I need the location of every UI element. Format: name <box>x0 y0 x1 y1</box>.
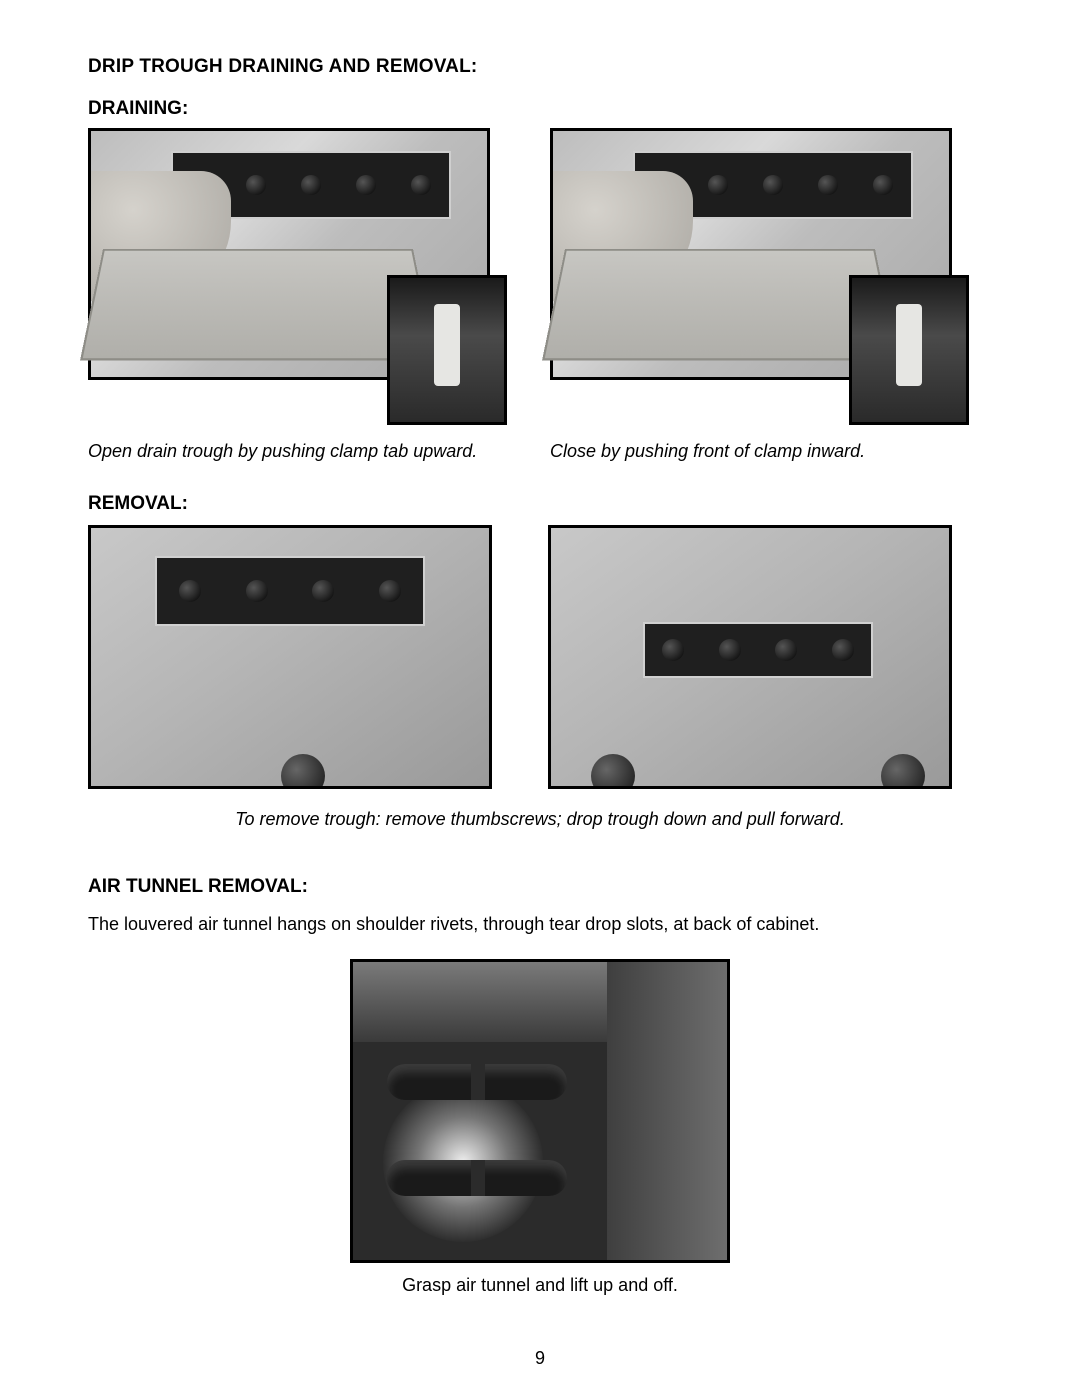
draining-caption-row: Open drain trough by pushing clamp tab u… <box>88 440 992 463</box>
figure-drain-close <box>550 128 952 380</box>
heading-air-tunnel: AIR TUNNEL REMOVAL: <box>88 876 992 898</box>
control-panel-graphic <box>643 622 873 678</box>
air-tunnel-figure-wrap <box>88 959 992 1263</box>
heading-draining: DRAINING: <box>88 98 992 120</box>
draining-figure-row <box>88 128 992 380</box>
caption-drain-open: Open drain trough by pushing clamp tab u… <box>88 440 490 463</box>
figure-air-tunnel <box>350 959 730 1263</box>
manual-page: DRIP TROUGH DRAINING AND REMOVAL: DRAINI… <box>0 0 1080 1397</box>
caster-wheel-graphic <box>281 754 325 789</box>
figure-drain-open-inset <box>387 275 507 425</box>
heading-main: DRIP TROUGH DRAINING AND REMOVAL: <box>88 56 992 78</box>
figure-drain-open <box>88 128 490 380</box>
page-number: 9 <box>0 1348 1080 1369</box>
caption-removal: To remove trough: remove thumbscrews; dr… <box>88 809 992 830</box>
figure-drain-close-inset <box>849 275 969 425</box>
air-tunnel-body-text: The louvered air tunnel hangs on shoulde… <box>88 912 992 936</box>
cabinet-wall-graphic <box>607 962 727 1260</box>
heading-removal: REMOVAL: <box>88 493 992 515</box>
figure-removal-left <box>88 525 492 789</box>
drain-valve-graphic <box>896 304 922 386</box>
caster-wheel-graphic <box>591 754 635 789</box>
louver-slot-graphic <box>387 1064 567 1100</box>
caster-wheel-graphic <box>881 754 925 789</box>
drain-valve-graphic <box>434 304 460 386</box>
caption-air-tunnel: Grasp air tunnel and lift up and off. <box>88 1275 992 1296</box>
louver-slot-graphic <box>387 1160 567 1196</box>
caption-drain-close: Close by pushing front of clamp inward. <box>550 440 952 463</box>
tray-graphic <box>80 249 436 361</box>
control-panel-graphic <box>155 556 425 626</box>
removal-figure-row <box>88 525 992 789</box>
figure-removal-right <box>548 525 952 789</box>
tray-graphic <box>542 249 898 361</box>
